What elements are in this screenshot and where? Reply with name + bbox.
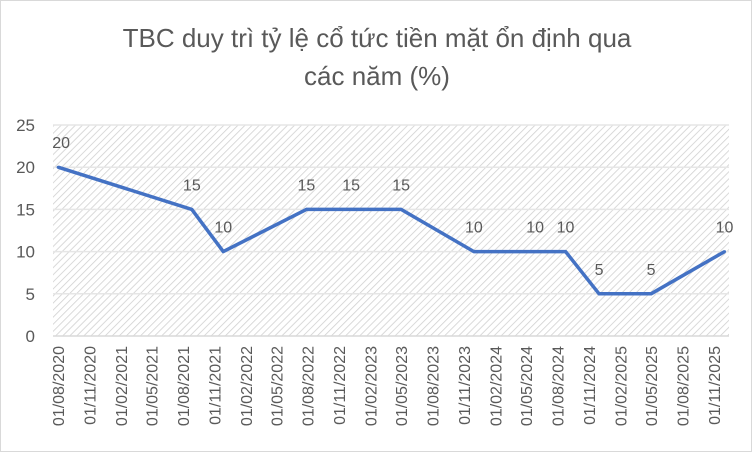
data-label: 10 (465, 220, 483, 237)
data-label: 5 (595, 262, 604, 279)
data-point (649, 292, 653, 296)
chart-title: TBC duy trì tỷ lệ cổ tức tiền mặt ổn địn… (1, 19, 751, 95)
data-label: 15 (392, 177, 410, 194)
data-label: 20 (52, 135, 70, 152)
x-tick-label: 01/11/2020 (83, 346, 100, 425)
data-point (564, 250, 568, 254)
y-tick-label: 5 (26, 285, 35, 304)
data-label: 10 (526, 220, 544, 237)
plot-area (53, 125, 729, 336)
x-tick-label: 01/11/2025 (707, 346, 724, 425)
x-tick-label: 01/02/2021 (114, 346, 131, 426)
data-point (190, 207, 194, 211)
data-point (723, 250, 727, 254)
data-label: 15 (342, 177, 360, 194)
x-tick-label: 01/08/2024 (551, 346, 568, 426)
x-tick-label: 01/05/2022 (269, 346, 286, 426)
x-tick-label: 01/02/2024 (488, 346, 505, 426)
data-label: 15 (183, 177, 201, 194)
data-point (399, 207, 403, 211)
x-tick-label: 01/05/2021 (144, 346, 161, 426)
x-tick-label: 01/05/2025 (644, 346, 661, 426)
data-point (304, 207, 308, 211)
x-tick-label: 01/11/2022 (332, 346, 349, 425)
y-tick-label: 10 (16, 243, 35, 262)
data-label: 15 (297, 177, 315, 194)
y-tick-label: 0 (26, 327, 35, 346)
data-point (533, 250, 537, 254)
data-point (472, 250, 476, 254)
data-point (349, 207, 353, 211)
x-tick-label: 01/05/2023 (394, 346, 411, 426)
x-tick-label: 01/08/2021 (176, 346, 193, 426)
x-tick-label: 01/08/2023 (426, 346, 443, 426)
series-line (57, 165, 726, 296)
x-tick-label: 01/11/2024 (582, 346, 599, 425)
data-point (221, 250, 225, 254)
data-point (56, 165, 60, 169)
data-label: 10 (214, 220, 232, 237)
chart-title-line-1: TBC duy trì tỷ lệ cổ tức tiền mặt ổn địn… (122, 23, 632, 53)
data-label: 10 (716, 220, 734, 237)
data-label: 10 (557, 220, 575, 237)
x-tick-label: 01/05/2024 (519, 346, 536, 426)
x-tick-label: 01/02/2022 (239, 346, 256, 426)
x-tick-label: 01/11/2023 (457, 346, 474, 425)
y-tick-label: 25 (16, 116, 35, 135)
x-tick-label: 01/02/2023 (364, 346, 381, 426)
x-tick-label: 01/11/2021 (207, 346, 224, 425)
x-tick-label: 01/02/2025 (614, 346, 631, 426)
chart-title-line-2: các năm (%) (304, 61, 450, 91)
x-tick-label: 01/08/2022 (301, 346, 318, 426)
data-label: 5 (647, 262, 656, 279)
x-tick-label: 01/08/2020 (51, 346, 68, 426)
y-tick-label: 15 (16, 200, 35, 219)
x-tick-label: 01/08/2025 (675, 346, 692, 426)
y-tick-label: 20 (16, 158, 35, 177)
data-point (597, 292, 601, 296)
